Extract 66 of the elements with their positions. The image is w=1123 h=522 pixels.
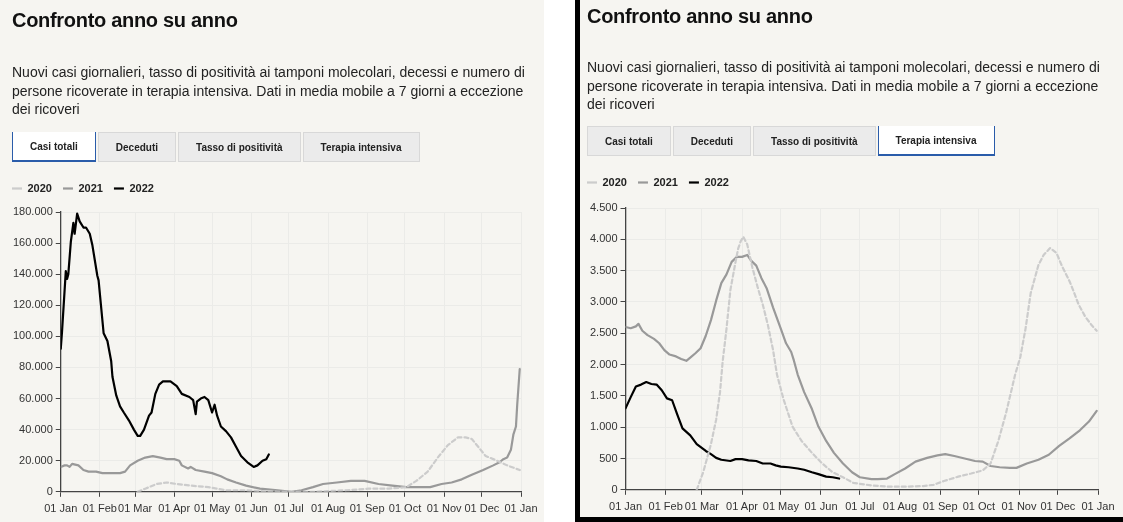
x-tick-label: 01 Jun — [804, 500, 838, 513]
line-series — [136, 436, 521, 492]
x-tick-label: 01 Jan — [1081, 500, 1115, 513]
x-tick-label: 01 Aug — [310, 502, 346, 515]
y-tick-label: 100.000 — [13, 329, 53, 342]
y-tick-label: 0 — [46, 484, 53, 497]
legend-label: 2020 — [602, 175, 627, 188]
chart-subtitle: Nuovi casi giornalieri, tasso di positività ai tamponi molecolari, decessi e numero di persone ricoverate in terapia intensiva. Dati in media mobile a 7 giorni a eccezione dei ricoveri — [587, 58, 1101, 114]
y-tick-label: 120.000 — [13, 298, 53, 311]
y-tick-label: 60.000 — [19, 391, 53, 404]
tab: Terapia intensiva — [302, 132, 420, 162]
y-tick-label: 4.000 — [590, 232, 618, 245]
y-tick-label: 40.000 — [19, 422, 53, 435]
legend-label: 2021 — [78, 181, 103, 194]
tab: Terapia intensiva — [877, 126, 995, 156]
x-tick-label: 01 Feb — [648, 500, 683, 513]
y-tick-label: 3.500 — [590, 263, 618, 276]
y-tick-label: 4.500 — [590, 201, 618, 214]
y-tick-label: 140.000 — [13, 267, 53, 280]
y-tick-label: 180.000 — [13, 205, 53, 218]
x-tick-label: 01 Jan — [44, 502, 78, 515]
x-tick-label: 01 Feb — [82, 502, 117, 515]
x-tick-label: 01 Apr — [158, 502, 191, 515]
x-tick-label: 01 Dec — [464, 502, 500, 515]
x-tick-label: 01 Aug — [882, 500, 918, 513]
x-tick-label: 01 Jul — [274, 502, 304, 515]
y-tick-label: 2.000 — [590, 357, 618, 370]
x-tick-label: 01 Jun — [234, 502, 268, 515]
chart-title: Confronto anno su anno — [587, 4, 813, 28]
y-tick-label: 1.000 — [590, 420, 618, 433]
tab: Deceduti — [672, 126, 752, 156]
x-tick-label: 01 May — [194, 502, 231, 515]
y-tick-label: 500 — [599, 451, 618, 464]
x-tick-label: 01 Nov — [426, 502, 463, 515]
tab: Tasso di positività — [178, 132, 301, 162]
tab: Casi totali — [12, 132, 96, 162]
x-tick-label: 01 Jan — [609, 500, 643, 513]
y-tick-label: 1.500 — [590, 388, 618, 401]
legend-label: 2020 — [27, 181, 52, 194]
tab: Tasso di positività — [753, 126, 876, 156]
legend-label: 2022 — [704, 175, 729, 188]
y-tick-label: 80.000 — [19, 360, 53, 373]
tab: Casi totali — [587, 126, 671, 156]
line-series — [695, 235, 1098, 490]
x-tick-label: 01 Oct — [388, 502, 422, 515]
x-tick-label: 01 Nov — [1001, 500, 1037, 513]
y-tick-label: 2.500 — [590, 326, 618, 339]
tab: Deceduti — [97, 132, 177, 162]
legend-label: 2021 — [653, 175, 678, 188]
x-tick-label: 01 Dec — [1040, 500, 1076, 513]
y-tick-label: 20.000 — [19, 453, 53, 466]
y-tick-label: 0 — [611, 482, 618, 495]
x-tick-label: 01 Sep — [349, 502, 385, 515]
x-tick-label: 01 May — [762, 500, 800, 513]
chart-title: Confronto anno su anno — [12, 8, 238, 32]
x-tick-label: 01 Oct — [962, 500, 996, 513]
y-tick-label: 160.000 — [13, 236, 53, 249]
x-tick-label: 01 Jul — [845, 500, 875, 513]
x-tick-label: 01 Jan — [504, 502, 538, 515]
x-tick-label: 01 Mar — [118, 502, 153, 515]
y-tick-label: 3.000 — [590, 294, 618, 307]
legend-label: 2022 — [129, 181, 154, 194]
x-tick-label: 01 Apr — [726, 500, 759, 513]
chart-subtitle: Nuovi casi giornalieri, tasso di positività ai tamponi molecolari, decessi e numero di persone ricoverate in terapia intensiva. Dati in media mobile a 7 giorni a eccezione dei ricoveri — [12, 63, 526, 119]
x-tick-label: 01 Sep — [922, 500, 958, 513]
x-tick-label: 01 Mar — [684, 500, 720, 513]
